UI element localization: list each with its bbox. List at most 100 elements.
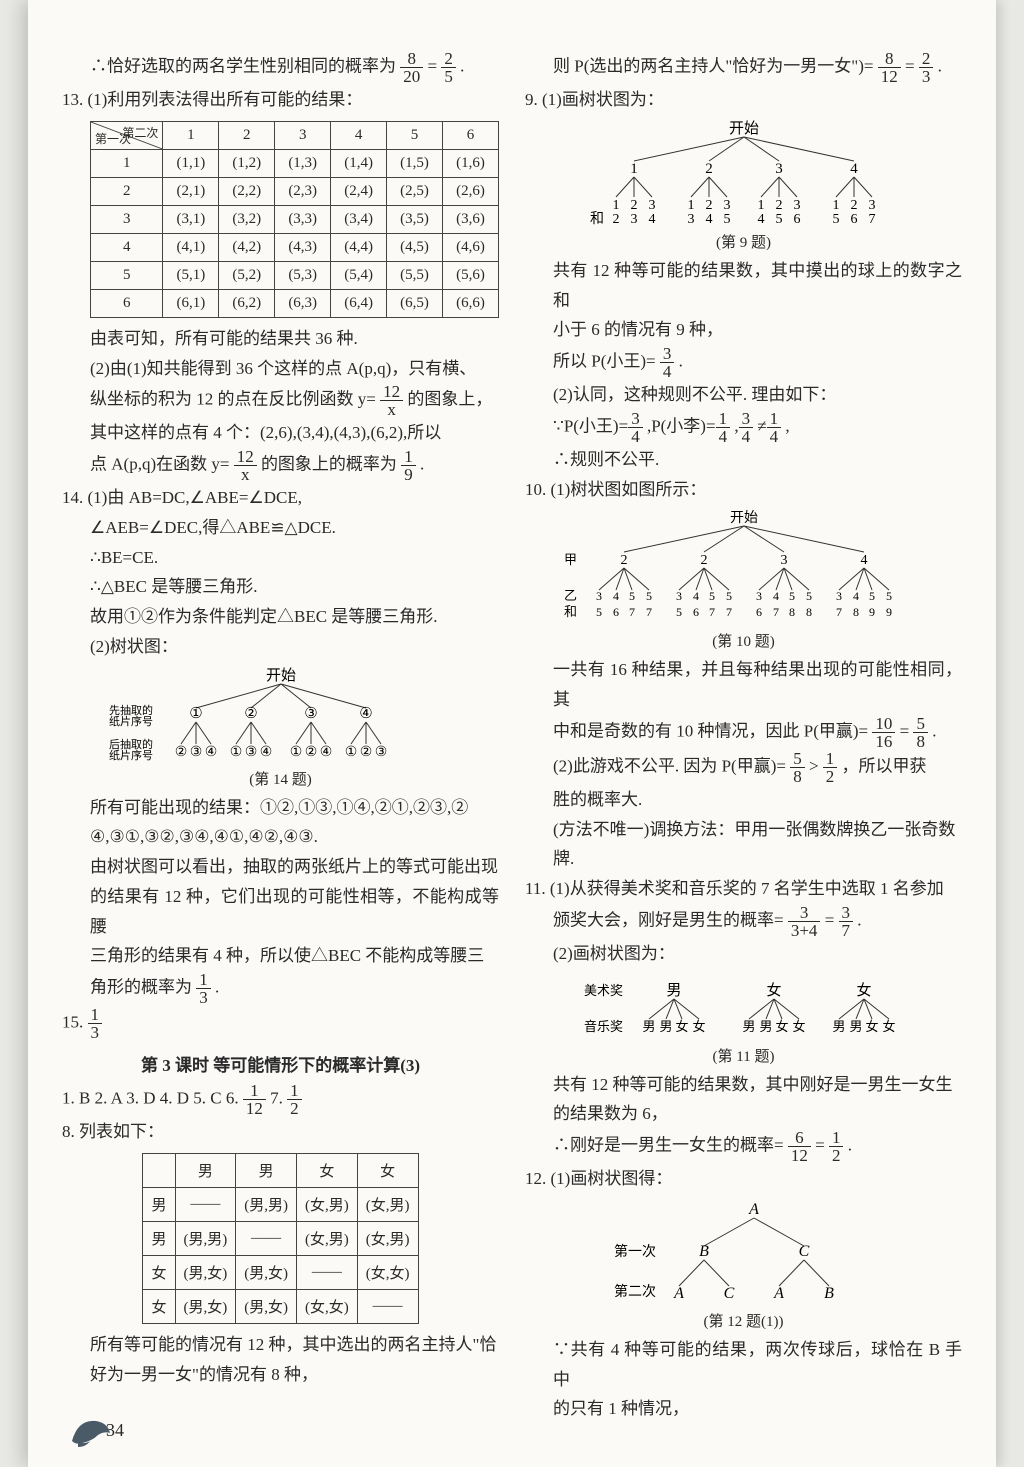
svg-text:2: 2 [705,161,713,177]
text-line: 共有 12 种等可能的结果数，其中摸出的球上的数字之和 [525,256,962,316]
svg-text:3: 3 [648,198,655,213]
svg-text:4: 4 [850,161,858,177]
text-line: 中和是奇数的有 10 种情况，因此 P(甲赢)= 1016 = 58 . [525,715,962,750]
svg-text:女: 女 [865,1019,878,1034]
svg-text:第二次: 第二次 [614,1283,656,1300]
text-line: ∴刚好是一男生一女生的概率= 612 = 12 . [525,1129,962,1164]
svg-text:后抽取的纸片序号: 后抽取的纸片序号 [109,737,153,762]
svg-text:①: ① [289,745,302,760]
svg-text:A: A [773,1285,784,1302]
svg-text:3: 3 [756,589,762,603]
left-column: ∴恰好选取的两名学生性别相同的概率为 820 = 25 . 13. (1)利用列… [62,50,499,1424]
svg-text:B: B [824,1285,834,1302]
svg-text:8: 8 [806,605,812,619]
svg-text:7: 7 [836,605,842,619]
svg-text:C: C [723,1285,734,1302]
text-line: 所有等可能的情况有 12 种，其中选出的两名主持人"恰 [62,1330,499,1360]
svg-text:9: 9 [886,605,892,619]
right-column: 则 P(选出的两名主持人"恰好为一男一女")= 812 = 23 . 9. (1… [525,50,962,1424]
row-header: 4 [91,233,163,261]
svg-text:开始: 开始 [728,120,758,137]
svg-text:男: 男 [742,1019,755,1034]
svg-text:7: 7 [709,605,715,619]
svg-text:③: ③ [374,745,387,760]
text-line: ∵P(小王)=34 ,P(小李)=14 ,34 ≠14 , [525,410,962,445]
tree-diagram-12: A 第一次 第二次 BC AC AB (第 12 题(1)) [525,1198,962,1331]
row-header: 6 [91,289,163,317]
svg-text:3: 3 [793,198,800,213]
svg-text:3: 3 [676,589,682,603]
svg-text:④: ④ [204,745,217,760]
row-header: 3 [91,205,163,233]
text-line: ∴△BEC 是等腰三角形. [62,572,499,602]
svg-text:8: 8 [789,605,795,619]
svg-text:3: 3 [780,553,787,568]
svg-text:男: 男 [759,1019,772,1034]
text-line: (2)画树状图为： [525,939,962,969]
text-line: 的结果有 12 种，它们出现的可能性相等，不能构成等腰 [62,882,499,942]
text-line: ∴规则不公平. [525,445,962,475]
svg-text:女: 女 [792,1019,805,1034]
svg-text:5: 5 [832,212,839,227]
text: ∴恰好选取的两名学生性别相同的概率为 [90,56,396,75]
text-line: ④,③①,③②,③④,④①,④②,④③. [62,822,499,852]
svg-text:先抽取的纸片序号: 先抽取的纸片序号 [109,703,153,728]
svg-text:9: 9 [869,605,875,619]
svg-text:3: 3 [723,198,730,213]
figure-caption: (第 10 题) [525,630,962,651]
diagonal-header: 第二次 第一次 [91,121,163,149]
row-header: 2 [91,177,163,205]
probability-table-1: 第二次 第一次 1 2 3 4 5 6 1(1,1)(1,2)(1,3)(1,4… [90,121,499,318]
svg-text:音乐奖: 音乐奖 [584,1019,623,1034]
svg-text:①: ① [229,745,242,760]
svg-text:③: ③ [189,745,202,760]
text-line: 9. (1)画树状图为： [525,85,962,115]
svg-text:4: 4 [757,212,764,227]
svg-text:7: 7 [773,605,779,619]
svg-text:5: 5 [806,589,812,603]
svg-text:②: ② [174,745,187,760]
svg-text:2: 2 [850,198,857,213]
svg-text:④: ④ [259,745,272,760]
svg-text:5: 5 [676,605,682,619]
text-line: 则 P(选出的两名主持人"恰好为一男一女")= 812 = 23 . [525,50,962,85]
figure-caption: (第 14 题) [62,768,499,789]
text-line: (2)认同，这种规则不公平. 理由如下： [525,380,962,410]
text-line: 1. B 2. A 3. D 4. D 5. C 6. 112 7. 12 [62,1082,499,1117]
text-line: 的结果数为 6， [525,1099,962,1129]
tree-diagram-11: 美术奖 音乐奖 男女女 男男女女 男男女女 男男女女 (第 11 题) [525,973,962,1066]
svg-text:1: 1 [687,198,694,213]
text-line: 14. (1)由 AB=DC,∠ABE=∠DCE, [62,483,499,513]
svg-text:2: 2 [612,212,619,227]
row-header: 1 [91,149,163,177]
svg-text:女: 女 [856,981,871,999]
section-title: 第 3 课时 等可能情形下的概率计算(3) [62,1051,499,1076]
svg-text:3: 3 [868,198,875,213]
svg-text:4: 4 [648,212,655,227]
two-columns: ∴恰好选取的两名学生性别相同的概率为 820 = 25 . 13. (1)利用列… [62,50,962,1424]
figure-caption: (第 9 题) [525,231,962,252]
svg-text:第一次: 第一次 [614,1243,656,1260]
text-line: ∠AEB=∠DEC,得△ABE≌△DCE. [62,513,499,543]
svg-text:2: 2 [705,198,712,213]
svg-text:①: ① [189,706,202,722]
svg-text:男: 男 [659,1019,672,1034]
svg-text:5: 5 [775,212,782,227]
text-line: 的只有 1 种情况， [525,1394,962,1424]
text-line: ∴恰好选取的两名学生性别相同的概率为 820 = 25 . [62,50,499,85]
svg-text:C: C [798,1243,809,1260]
svg-text:6: 6 [850,212,857,227]
figure-caption: (第 11 题) [525,1045,962,1066]
svg-text:开始: 开始 [265,667,295,684]
svg-text:女: 女 [766,981,781,999]
text-line: 12. (1)画树状图得： [525,1164,962,1194]
svg-text:6: 6 [693,605,699,619]
svg-text:2: 2 [775,198,782,213]
col-header: 6 [443,121,499,149]
svg-text:3: 3 [836,589,842,603]
svg-text:女: 女 [692,1019,705,1034]
page: ∴恰好选取的两名学生性别相同的概率为 820 = 25 . 13. (1)利用列… [28,0,996,1467]
col-header: 5 [387,121,443,149]
svg-text:4: 4 [853,589,859,603]
svg-text:7: 7 [868,212,875,227]
